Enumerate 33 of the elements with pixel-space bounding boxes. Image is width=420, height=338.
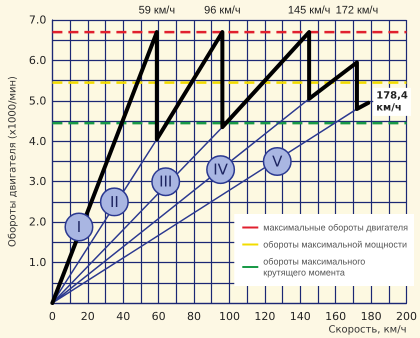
x-tick-label: 180 (360, 310, 382, 323)
annotation: II (110, 192, 119, 211)
legend-label: обороты максимального крутящего момента (263, 256, 366, 278)
y-tick-label: 3.0 (28, 175, 46, 188)
text: 59 км/ч (138, 4, 176, 16)
x-tick-label: 20 (80, 310, 95, 323)
y-tick-label: 4.0 (28, 134, 46, 148)
x-tick-label: 120 (254, 310, 276, 323)
x-tick-label: 200 (396, 310, 417, 323)
annotation: V (272, 152, 284, 170)
x-axis-title: Скорость, км/ч (328, 324, 406, 336)
x-tick-label: 60 (152, 310, 166, 323)
y-tick-label: 7.0 (28, 14, 46, 26)
y-tick-label: 2.0 (28, 216, 46, 229)
legend-label: максимальные обороты двигателя (263, 222, 408, 232)
y-axis-title: Обороты двигателя (x1000/мин) (8, 76, 18, 247)
text: 145 км/ч (288, 4, 330, 16)
x-tick-label: 140 (290, 310, 311, 323)
y-tick-label: 1.0 (28, 256, 46, 270)
annotation: IV (213, 160, 229, 179)
x-tick-label: 0 (48, 310, 56, 323)
annotation: I (76, 218, 82, 236)
annotation: III (159, 172, 172, 191)
x-tick-label: 160 (325, 310, 346, 323)
x-tick-label: 40 (116, 310, 130, 323)
x-tick-label: 80 (187, 310, 202, 323)
text: 96 км/ч (204, 4, 241, 16)
annotation: 178,4 км/ч (376, 90, 408, 114)
legend-label: обороты максимальной мощности (263, 240, 407, 250)
x-tick-label: 100 (218, 310, 240, 323)
y-tick-label: 5.0 (28, 94, 46, 108)
text: 172 км/ч (336, 4, 378, 16)
y-tick-label: 6.0 (28, 54, 46, 67)
